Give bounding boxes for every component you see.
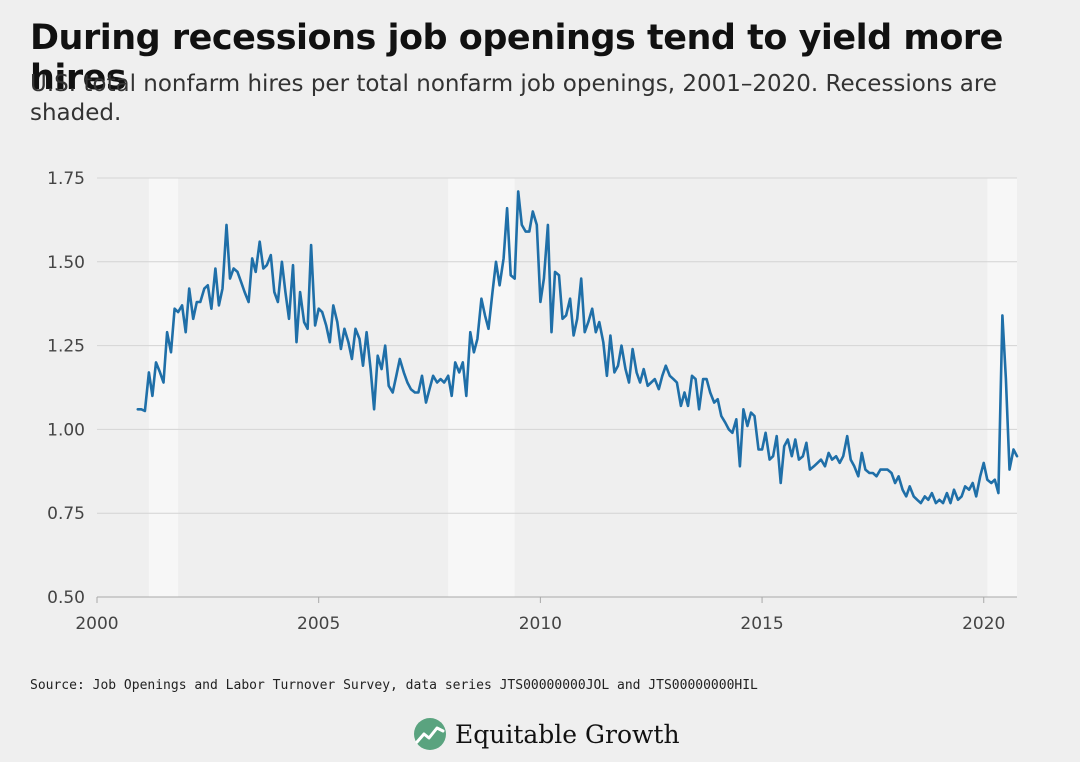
gridlines (97, 177, 1017, 598)
x-tick-label: 2010 (519, 614, 562, 634)
x-tick-label: 2005 (297, 614, 340, 634)
recession-band-3 (987, 178, 1017, 597)
y-tick-label: 1.50 (47, 253, 85, 273)
x-tick-label: 2000 (75, 614, 118, 634)
x-axis: 2000 2005 2010 2015 2020 (75, 597, 1005, 634)
line-chart: 0.50 0.75 1.00 1.25 1.50 1.75 2000 2005 2010 201… (47, 169, 1019, 634)
y-tick-label: 1.25 (47, 337, 85, 357)
chart-title: During recessions job openings tend to y… (30, 18, 1003, 98)
y-tick-label: 1.00 (47, 420, 85, 440)
x-tick-label: 2015 (740, 614, 783, 634)
y-tick-label: 1.75 (47, 169, 85, 189)
chart-subtitle: U.S. total nonfarm hires per total nonfa… (30, 71, 997, 126)
series-layer (136, 190, 1019, 505)
recession-bands (148, 178, 1017, 597)
source-note: Source: Job Openings and Labor Turnover … (30, 678, 758, 693)
y-axis: 0.50 0.75 1.00 1.25 1.50 1.75 (47, 169, 85, 608)
brand-logo: Equitable Growth (413, 714, 680, 754)
y-tick-label: 0.50 (47, 588, 85, 608)
growth-logo-icon (414, 718, 446, 750)
x-tick-label: 2020 (962, 614, 1005, 634)
y-tick-label: 0.75 (47, 504, 85, 524)
series-line-1 (136, 190, 1019, 505)
brand-name: Equitable Growth (455, 719, 680, 749)
